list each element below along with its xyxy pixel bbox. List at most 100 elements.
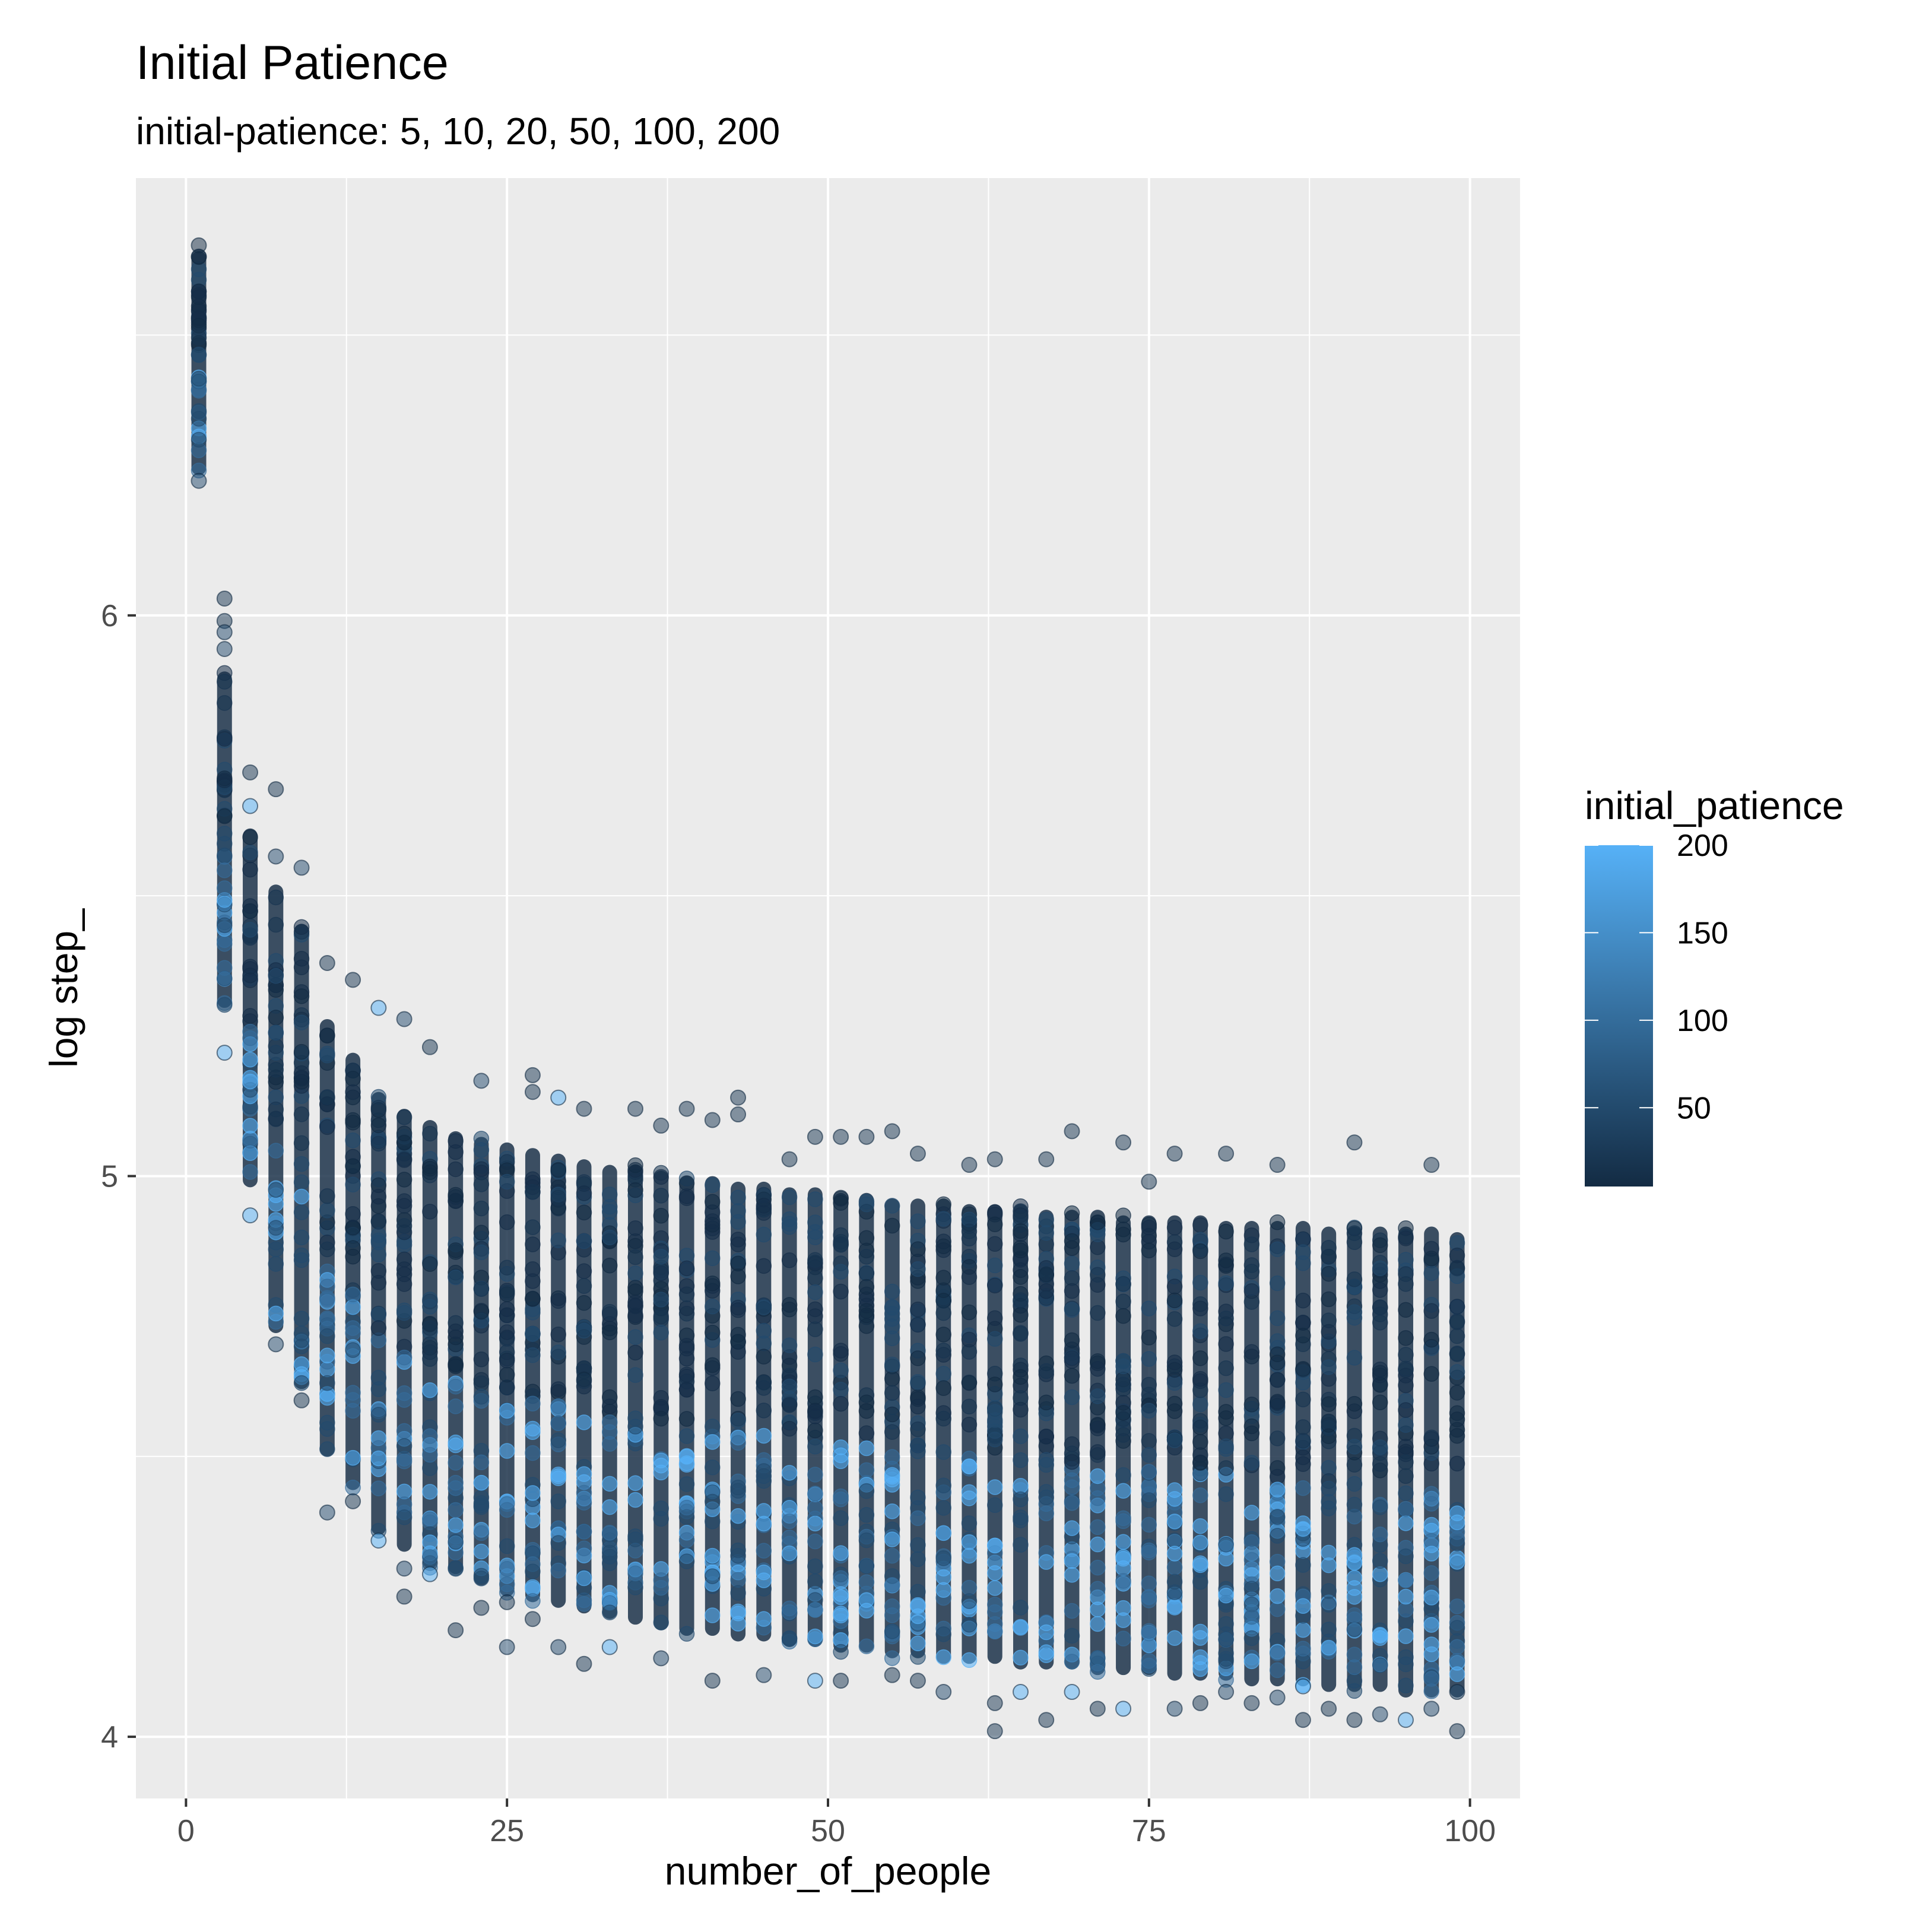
data-point — [678, 1532, 695, 1548]
data-point — [550, 1189, 566, 1205]
data-point — [550, 1089, 567, 1106]
data-point — [1141, 1517, 1157, 1533]
data-point — [910, 1398, 926, 1415]
data-point — [1064, 1123, 1080, 1140]
data-point — [1346, 1673, 1363, 1689]
data-point — [1449, 1346, 1465, 1362]
data-point — [807, 1558, 823, 1575]
data-point — [1398, 1302, 1414, 1318]
data-point — [499, 1443, 515, 1459]
data-point — [1398, 1330, 1414, 1346]
data-point — [550, 1535, 566, 1551]
data-point — [1218, 1252, 1234, 1268]
data-point — [1218, 1360, 1234, 1376]
data-point — [1243, 1695, 1260, 1711]
data-point — [678, 1382, 695, 1398]
data-point — [396, 1261, 413, 1277]
data-point — [730, 1391, 746, 1407]
data-point — [345, 1325, 361, 1341]
data-point — [396, 1276, 413, 1292]
data-point — [986, 1623, 1003, 1640]
data-point — [242, 1118, 258, 1134]
data-point — [216, 640, 233, 657]
data-point — [345, 1219, 361, 1236]
data-point — [858, 1265, 875, 1281]
chart-subtitle: initial-patience: 5, 10, 20, 50, 100, 20… — [136, 110, 780, 153]
data-point — [499, 1324, 515, 1340]
data-point — [217, 997, 233, 1013]
data-point — [1449, 1299, 1465, 1315]
data-point — [1269, 1346, 1286, 1362]
data-point — [1423, 1303, 1439, 1319]
data-point — [1295, 1391, 1311, 1408]
data-point — [781, 1545, 798, 1562]
data-point — [884, 1547, 900, 1564]
data-point — [217, 674, 233, 690]
data-point — [601, 1414, 618, 1430]
data-point — [1115, 1353, 1131, 1369]
data-point — [1090, 1519, 1106, 1536]
data-point — [1449, 1411, 1465, 1427]
data-point — [242, 1073, 258, 1090]
data-point — [858, 1279, 875, 1295]
data-point — [961, 1223, 978, 1239]
data-point — [858, 1196, 875, 1213]
data-point — [1243, 1505, 1260, 1521]
data-point — [601, 1204, 618, 1220]
data-point — [1192, 1300, 1208, 1316]
data-point — [448, 1502, 464, 1518]
legend-label: 150 — [1677, 916, 1728, 950]
data-point — [1192, 1630, 1208, 1646]
data-point — [1141, 1330, 1157, 1346]
data-point — [1064, 1368, 1080, 1384]
data-point — [935, 1649, 951, 1665]
data-point — [1013, 1620, 1029, 1636]
data-point — [1013, 1600, 1029, 1616]
data-point — [1192, 1649, 1208, 1665]
data-point — [576, 1322, 592, 1339]
data-point — [473, 1495, 490, 1511]
data-point — [242, 861, 258, 878]
data-point — [422, 1256, 438, 1272]
data-point — [576, 1524, 592, 1540]
data-point — [473, 1571, 490, 1587]
data-point — [653, 1650, 670, 1667]
data-point — [319, 1279, 335, 1295]
data-point — [1269, 1214, 1286, 1230]
data-point — [1269, 1662, 1286, 1679]
data-point — [293, 1204, 310, 1220]
data-point — [705, 1213, 721, 1229]
data-point — [293, 1332, 310, 1348]
data-point — [319, 1202, 335, 1219]
data-point — [1064, 1567, 1080, 1583]
data-point — [422, 1125, 438, 1142]
data-point — [807, 1321, 823, 1337]
data-point — [1064, 1350, 1080, 1366]
data-point — [1346, 1580, 1363, 1596]
data-point — [910, 1537, 926, 1553]
data-point — [1321, 1701, 1337, 1717]
data-point — [653, 1208, 670, 1224]
data-point — [1372, 1282, 1388, 1298]
data-point — [1038, 1151, 1055, 1168]
data-point — [576, 1204, 592, 1221]
data-point — [884, 1371, 900, 1387]
data-point — [293, 1135, 310, 1151]
data-point — [1115, 1427, 1131, 1443]
data-point — [1090, 1581, 1106, 1597]
data-point — [473, 1200, 490, 1217]
x-tick-label: 0 — [177, 1814, 195, 1848]
data-point — [1398, 1628, 1414, 1644]
data-point — [1166, 1701, 1183, 1717]
data-point — [1449, 1666, 1465, 1682]
data-point — [678, 1553, 695, 1569]
data-point — [627, 1280, 643, 1296]
data-point — [756, 1403, 772, 1419]
data-point — [524, 1067, 541, 1083]
data-point — [730, 1089, 747, 1106]
data-point — [1372, 1306, 1388, 1322]
data-point — [986, 1216, 1003, 1233]
data-point — [1115, 1467, 1131, 1483]
data-point — [1166, 1630, 1183, 1646]
data-point — [756, 1515, 772, 1532]
